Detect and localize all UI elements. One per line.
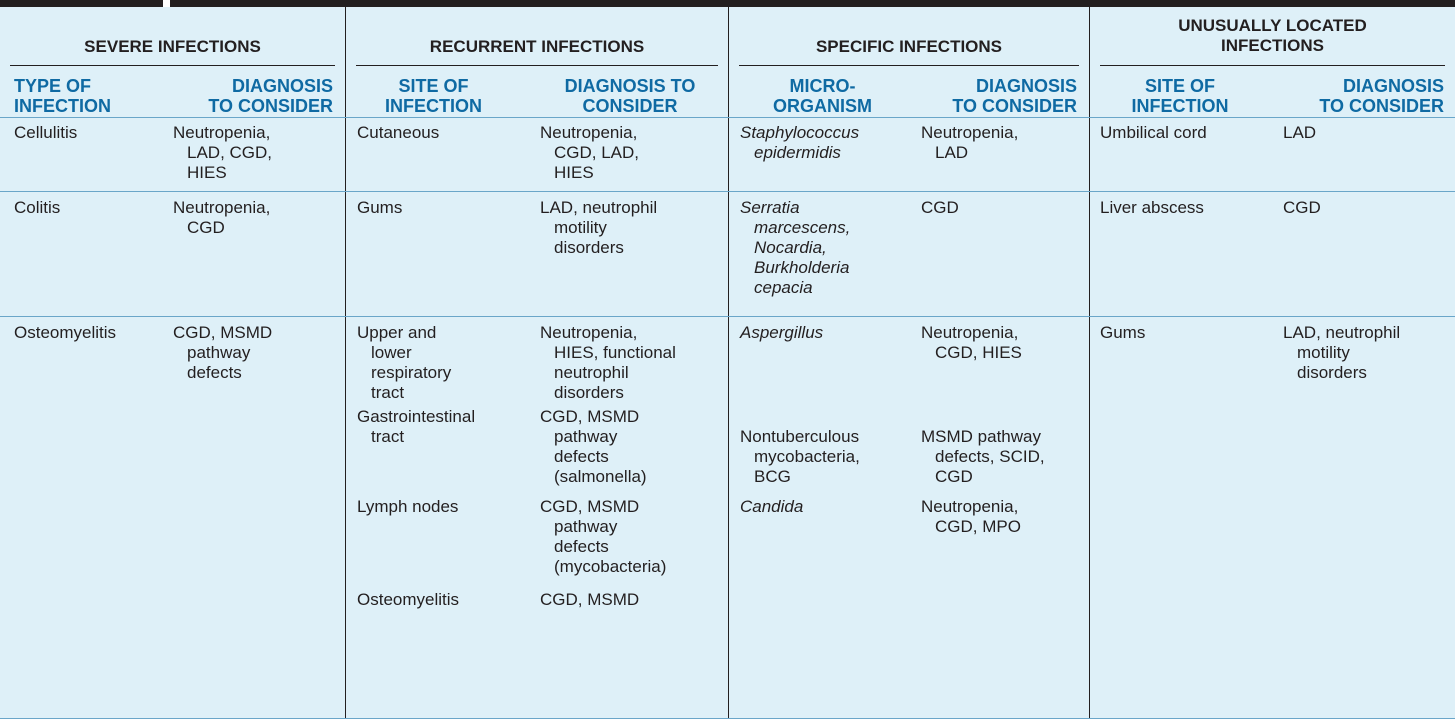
unusual-site-cell: Liver abscess [1100, 198, 1204, 217]
specific-organism-cell: Candida [740, 497, 804, 516]
unusual-site-cell: Umbilical cord [1100, 123, 1207, 142]
specific-diagnosis-cell: Neutropenia, CGD, HIES [921, 323, 1022, 362]
top-border-notch [163, 0, 170, 7]
subheader-site-of-infection: SITE OF INFECTION [1131, 76, 1229, 116]
subheader-diagnosis-to-consider: DIAGNOSIS TO CONSIDER [208, 76, 333, 116]
specific-organism-cell: Nontuberculous mycobacteria, BCG [740, 427, 860, 486]
severe-type-cell: Osteomyelitis [14, 323, 117, 342]
specific-organism-cell: Serratia marcescens, Nocardia, Burkholde… [740, 198, 851, 297]
recurrent-diagnosis-cell: Neutropenia, CGD, LAD, HIES [540, 123, 640, 182]
recurrent-site-cell: Gums [357, 198, 403, 217]
row-separator [0, 316, 1455, 317]
subheader-site-of-infection: SITE OF INFECTION [385, 76, 482, 116]
subheader-diagnosis-to-consider: DIAGNOSIS TO CONSIDER [1319, 76, 1444, 116]
recurrent-site-cell: Cutaneous [357, 123, 440, 142]
recurrent-site-cell: Osteomyelitis [357, 590, 460, 609]
group-header-unusual-line1: UNUSUALLY LOCATED [1178, 16, 1367, 35]
group-header-recurrent: RECURRENT INFECTIONS [429, 37, 645, 56]
subheader-micro-organism: MICRO- ORGANISM [773, 76, 872, 116]
unusual-diagnosis-cell: LAD, neutrophil motility disorders [1283, 323, 1401, 382]
specific-organism-cell: Aspergillus [740, 323, 824, 342]
specific-diagnosis-cell: Neutropenia, CGD, MPO [921, 497, 1021, 536]
group-header-rule [10, 65, 335, 66]
recurrent-diagnosis-cell: CGD, MSMD [540, 590, 640, 609]
specific-diagnosis-cell: CGD [921, 198, 959, 217]
column-divider [1089, 7, 1090, 719]
unusual-diagnosis-cell: CGD [1283, 198, 1321, 217]
severe-diagnosis-cell: CGD, MSMD pathway defects [173, 323, 273, 382]
recurrent-site-cell: Upper and lower respiratory tract [357, 323, 452, 402]
group-header-rule [739, 65, 1079, 66]
subheader-diagnosis-to-consider: DIAGNOSIS TO CONSIDER [564, 76, 696, 116]
recurrent-diagnosis-cell: Neutropenia, HIES, functional neutrophil… [540, 323, 676, 402]
infection-diagnosis-table: SEVERE INFECTIONS RECURRENT INFECTIONS S… [0, 7, 1455, 719]
group-header-severe: SEVERE INFECTIONS [84, 37, 261, 56]
recurrent-site-cell: Gastrointestinal tract [357, 407, 476, 446]
group-header-specific: SPECIFIC INFECTIONS [815, 37, 1003, 56]
severe-diagnosis-cell: Neutropenia, LAD, CGD, HIES [173, 123, 273, 182]
row-separator [0, 117, 1455, 118]
severe-type-cell: Cellulitis [14, 123, 78, 142]
column-divider [728, 7, 729, 719]
severe-type-cell: Colitis [14, 198, 61, 217]
specific-diagnosis-cell: Neutropenia, LAD [921, 123, 1019, 162]
row-separator [0, 191, 1455, 192]
specific-diagnosis-cell: MSMD pathway defects, SCID, CGD [921, 427, 1045, 486]
unusual-diagnosis-cell: LAD [1283, 123, 1317, 142]
recurrent-diagnosis-cell: LAD, neutrophil motility disorders [540, 198, 658, 257]
subheader-type-of-infection: TYPE OF INFECTION [14, 76, 111, 116]
subheader-diagnosis-to-consider: DIAGNOSIS TO CONSIDER [952, 76, 1077, 116]
recurrent-diagnosis-cell: CGD, MSMD pathway defects (salmonella) [540, 407, 647, 486]
top-border-bar [0, 0, 1455, 7]
column-divider [345, 7, 346, 719]
specific-organism-cell: Staphylococcus epidermidis [740, 123, 860, 162]
unusual-site-cell: Gums [1100, 323, 1146, 342]
group-header-rule [356, 65, 718, 66]
recurrent-site-cell: Lymph nodes [357, 497, 459, 516]
group-header-unusual-line2: INFECTIONS [1221, 36, 1324, 55]
recurrent-diagnosis-cell: CGD, MSMD pathway defects (mycobacteria) [540, 497, 667, 576]
group-header-rule [1100, 65, 1445, 66]
severe-diagnosis-cell: Neutropenia, CGD [173, 198, 271, 237]
